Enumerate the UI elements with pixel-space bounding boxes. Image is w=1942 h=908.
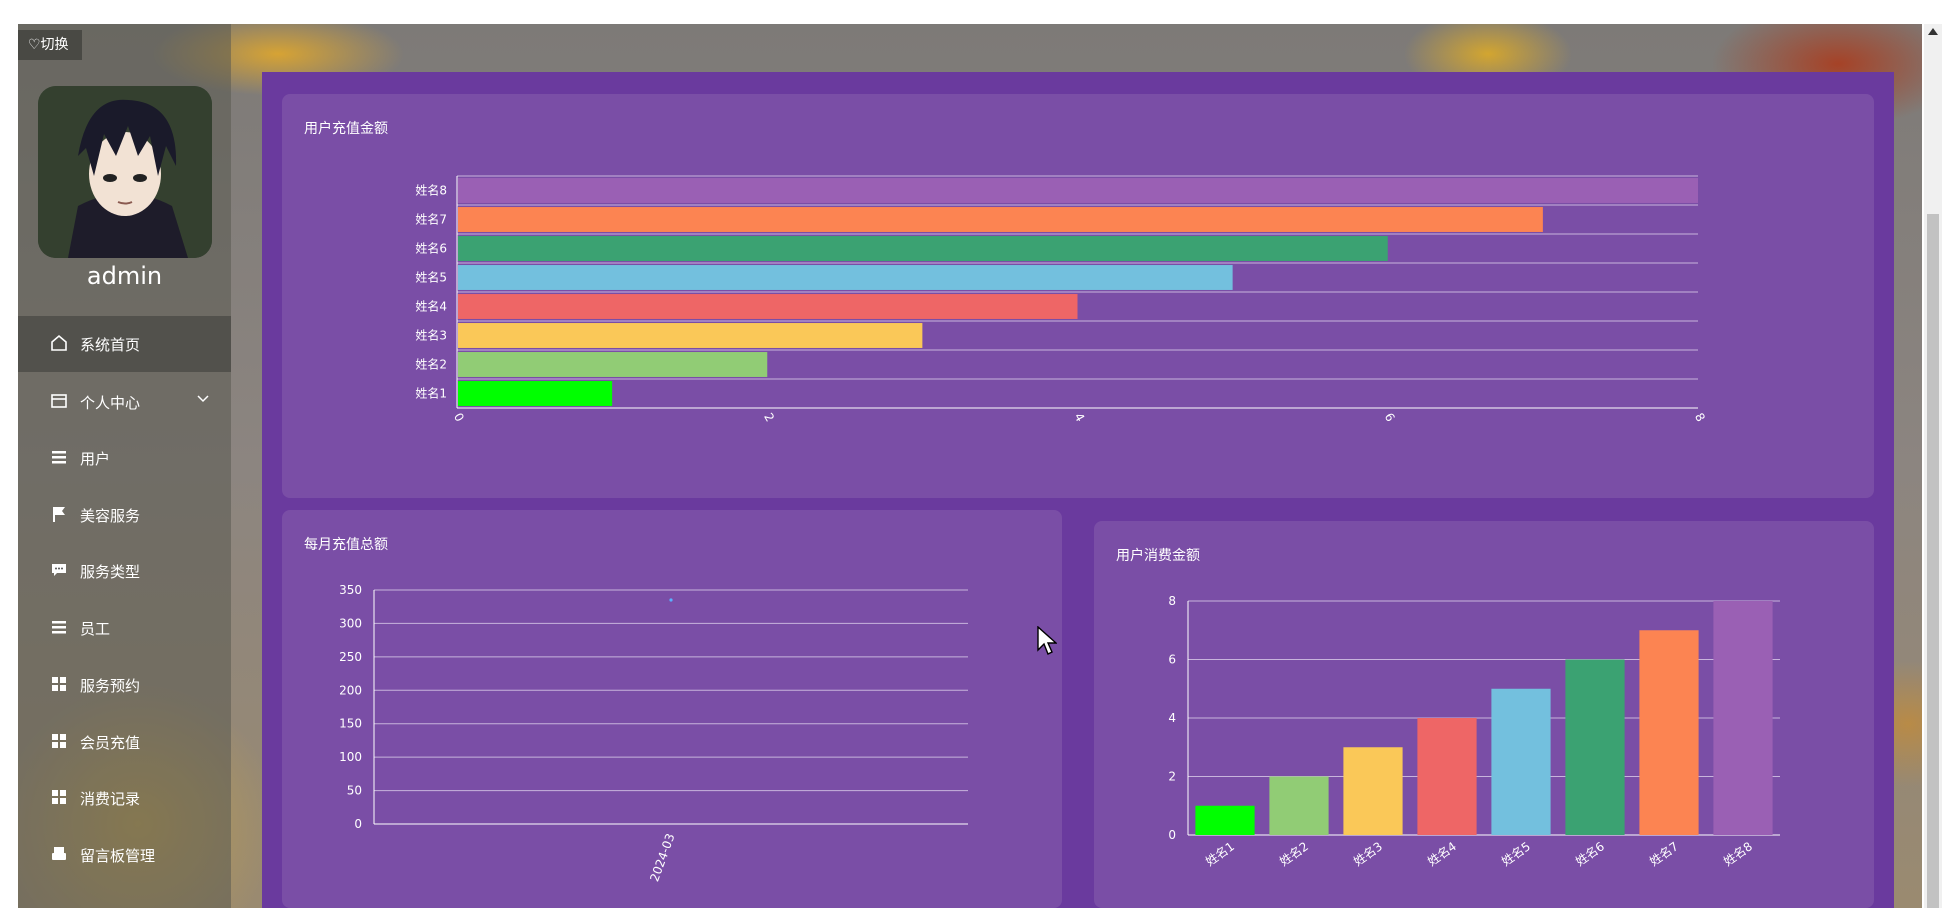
bar [458, 381, 613, 406]
bar [458, 323, 923, 348]
recharge-chart-card: 用户充值金额 姓名1 姓名2 姓名3 姓名4 姓名5 姓名6 姓名7 姓名8 0 2 4 6 8 [282, 94, 1874, 498]
sidebar-item-personal-center[interactable]: 个人中心 [18, 374, 231, 430]
flag-icon [50, 505, 70, 525]
avatar [38, 86, 212, 258]
sidebar-item-label: 会员充值 [80, 733, 141, 752]
card-title: 用户充值金额 [304, 121, 388, 137]
y-tick-label: 4 [1168, 711, 1176, 725]
sidebar-item-label: 美容服务 [80, 506, 141, 525]
sidebar-item-service-booking[interactable]: 服务预约 [18, 657, 231, 713]
sidebar-item-label: 个人中心 [80, 393, 141, 412]
grid-icon [50, 788, 70, 808]
sidebar-item-label: 服务类型 [80, 562, 141, 581]
x-tick-label: 姓名3 [1350, 838, 1385, 868]
scrollbar-thumb[interactable] [1927, 214, 1939, 908]
x-tick-label: 姓名4 [1424, 838, 1459, 868]
y-tick-label: 姓名8 [415, 183, 447, 198]
y-tick-label: 姓名3 [415, 328, 447, 343]
bar [1639, 630, 1699, 835]
sidebar-item-label: 员工 [80, 619, 111, 638]
x-tick-label: 姓名8 [1720, 838, 1755, 868]
x-tick-label: 2024-03 [647, 832, 677, 884]
grid-icon [50, 732, 70, 752]
y-tick-label: 姓名5 [415, 270, 447, 285]
x-tick-label: 2 [761, 411, 777, 425]
sidebar-item-message-board[interactable]: 留言板管理 [18, 827, 231, 883]
mouse-cursor-icon [1037, 625, 1058, 660]
sidebar-item-users[interactable]: 用户 [18, 430, 231, 486]
x-tick-label: 8 [1692, 411, 1708, 425]
y-tick-label: 姓名2 [415, 357, 447, 372]
monthly-line-chart: 0 50 100 150 200 250 300 350 2024-03 [339, 583, 968, 884]
username: admin [86, 262, 163, 290]
y-tick-label: 250 [339, 650, 362, 664]
y-tick-label: 50 [347, 784, 362, 798]
home-icon [50, 334, 70, 354]
x-tick-label: 姓名6 [1572, 838, 1607, 868]
y-tick-label: 2 [1168, 770, 1176, 784]
chat-icon [50, 561, 70, 581]
y-tick-label: 0 [354, 817, 362, 831]
sidebar-item-label: 消费记录 [80, 789, 141, 808]
y-tick-label: 姓名6 [415, 241, 447, 256]
sidebar-item-label: 系统首页 [80, 335, 141, 354]
y-tick-label: 300 [339, 616, 362, 630]
data-point [669, 598, 673, 602]
sidebar-item-member-recharge[interactable]: 会员充值 [18, 714, 231, 770]
bar [458, 352, 768, 377]
y-tick-label: 0 [1168, 828, 1176, 842]
scrollbar[interactable] [1924, 24, 1942, 908]
y-tick-label: 8 [1168, 594, 1176, 608]
consume-bar-chart: 0 2 4 6 8 姓名1 姓名2 姓名3 姓名4 姓名5 姓名6 姓名7 姓名8 [1168, 594, 1780, 869]
x-tick-label: 姓名2 [1276, 838, 1311, 868]
chevron-down-icon [197, 392, 209, 406]
y-tick-label: 6 [1168, 653, 1176, 667]
sidebar-item-label: 留言板管理 [80, 846, 156, 865]
y-tick-label: 350 [339, 583, 362, 597]
x-tick-label: 姓名7 [1646, 838, 1681, 868]
y-tick-label: 150 [339, 717, 362, 731]
bar [1343, 747, 1403, 835]
bar [1491, 688, 1551, 835]
list-icon [50, 618, 70, 638]
card-icon [50, 392, 70, 412]
list-icon [50, 448, 70, 468]
sidebar-item-beauty-service[interactable]: 美容服务 [18, 487, 231, 543]
switch-button[interactable]: ♡切换 [18, 30, 82, 60]
x-tick-label: 姓名5 [1498, 838, 1533, 868]
sidebar-item-staff[interactable]: 员工 [18, 600, 231, 656]
card-title: 每月充值总额 [304, 537, 388, 553]
sidebar-item-label: 用户 [80, 449, 111, 468]
bar [1417, 718, 1477, 835]
y-tick-label: 200 [339, 683, 362, 697]
y-tick-label: 姓名1 [415, 386, 447, 401]
y-tick-label: 姓名4 [415, 299, 447, 314]
recharge-bar-chart: 姓名1 姓名2 姓名3 姓名4 姓名5 姓名6 姓名7 姓名8 0 2 4 6 8 [415, 175, 1708, 425]
bar [458, 294, 1078, 319]
bar [458, 207, 1543, 232]
card-title: 用户消费金额 [1116, 548, 1200, 564]
bar [1713, 601, 1773, 835]
x-tick-label: 0 [451, 411, 467, 425]
bar [1269, 776, 1329, 835]
bar [458, 265, 1233, 290]
consume-chart-card: 用户消费金额 0 2 4 6 8 姓名1 姓名2 姓名3 姓名4 姓名5 姓名6 姓名7 姓名8 [1094, 521, 1874, 908]
bar [458, 236, 1388, 261]
sidebar-item-consumption-record[interactable]: 消费记录 [18, 770, 231, 826]
bar [1195, 805, 1255, 835]
x-tick-label: 姓名1 [1202, 838, 1237, 868]
monthly-chart-card: 每月充值总额 0 50 100 150 200 250 300 350 2024-03 [282, 510, 1062, 908]
sidebar-item-service-type[interactable]: 服务类型 [18, 543, 231, 599]
sidebar-item-label: 服务预约 [80, 676, 141, 695]
sidebar-item-home[interactable]: 系统首页 [18, 316, 231, 372]
bar [1565, 659, 1625, 835]
bar [458, 178, 1698, 203]
x-tick-label: 4 [1071, 411, 1087, 425]
y-tick-label: 100 [339, 750, 362, 764]
scroll-up-arrow-icon[interactable] [1928, 28, 1938, 35]
print-icon [50, 845, 70, 865]
x-tick-label: 6 [1382, 411, 1398, 425]
y-tick-label: 姓名7 [415, 212, 447, 227]
grid-icon [50, 675, 70, 695]
